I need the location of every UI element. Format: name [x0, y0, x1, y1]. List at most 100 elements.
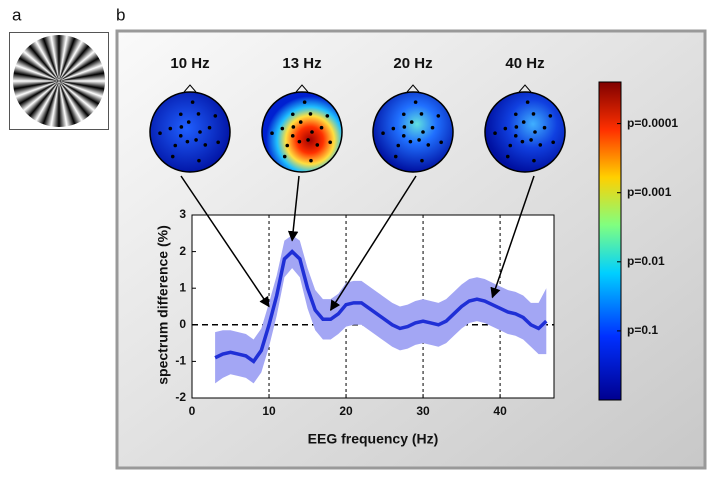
electrode — [538, 143, 543, 147]
electrode — [325, 114, 330, 118]
electrode — [270, 131, 274, 136]
topomap-label: 13 Hz — [282, 55, 321, 72]
electrode — [319, 125, 324, 130]
electrode — [533, 130, 537, 134]
arrow — [287, 175, 300, 242]
electrode — [197, 158, 201, 163]
electrode — [503, 126, 508, 131]
electrode — [420, 158, 424, 163]
electrode — [282, 154, 287, 159]
electrode — [401, 134, 406, 138]
electrode — [551, 140, 555, 145]
electrode — [306, 138, 310, 142]
electrode — [529, 138, 533, 142]
electrode — [203, 143, 208, 147]
electrode — [179, 125, 184, 129]
topomap-label: 20 Hz — [393, 55, 432, 72]
x-tick-label: 10 — [262, 404, 276, 418]
electrode — [430, 125, 435, 130]
electrode — [298, 120, 303, 124]
electrode — [170, 154, 175, 159]
topomap — [149, 91, 231, 173]
electrode — [548, 114, 553, 118]
arrow — [490, 175, 535, 299]
arrow — [180, 175, 270, 308]
y-tick-label: 0 — [179, 317, 186, 331]
x-tick-label: 20 — [339, 404, 353, 418]
y-tick-label: 3 — [179, 207, 186, 221]
electrode — [417, 138, 421, 142]
electrode — [158, 131, 162, 136]
electrode — [393, 154, 398, 159]
electrode — [291, 125, 296, 129]
topomap-nose — [295, 84, 309, 93]
electrode — [408, 139, 413, 144]
x-tick-label: 0 — [189, 404, 196, 418]
confidence-band — [215, 235, 547, 384]
line — [214, 249, 548, 364]
electrode — [168, 126, 173, 131]
electrode — [413, 100, 418, 104]
y-tick-label: -2 — [175, 390, 186, 404]
electrode — [514, 125, 519, 129]
topomap — [484, 91, 566, 173]
topomap-label: 10 Hz — [170, 55, 209, 72]
electrode — [297, 139, 302, 144]
electrode — [213, 114, 218, 118]
electrode — [513, 112, 518, 117]
x-tick-label: 40 — [493, 404, 507, 418]
electrode — [439, 140, 443, 145]
electrode — [531, 112, 536, 116]
electrode — [391, 126, 396, 131]
electrode — [436, 114, 441, 118]
electrode — [285, 143, 290, 148]
electrode — [328, 140, 332, 145]
x-tick-label: 30 — [416, 404, 430, 418]
panel-label: b — [116, 5, 125, 24]
electrode — [315, 143, 320, 147]
topomap-nose — [406, 84, 420, 93]
electrode — [513, 134, 518, 138]
electrode — [290, 134, 295, 138]
electrode — [310, 130, 314, 134]
y-tick-label: 2 — [179, 244, 186, 258]
electrode — [521, 120, 526, 124]
colorbar-tick-label: p=0.0001 — [627, 116, 678, 130]
electrode — [409, 120, 414, 124]
stimulus-frame — [9, 32, 109, 130]
electrode — [542, 125, 547, 130]
electrode — [493, 131, 497, 136]
colorbar-tick-label: p=0.01 — [627, 254, 665, 268]
electrode — [508, 143, 513, 148]
electrode — [309, 158, 313, 163]
topomap — [261, 91, 343, 173]
y-axis-title: spectrum difference (%) — [155, 225, 171, 384]
electrode — [401, 112, 406, 117]
colorbar — [598, 81, 622, 401]
topomap — [372, 91, 454, 173]
topomap-nose — [518, 84, 532, 93]
electrode — [190, 100, 195, 104]
electrode — [308, 112, 313, 116]
electrode — [525, 100, 530, 104]
electrode — [520, 139, 525, 144]
electrode — [185, 139, 190, 144]
y-tick-label: -1 — [175, 354, 186, 368]
electrode — [280, 126, 285, 131]
electrode — [290, 112, 295, 117]
y-tick-label: 1 — [179, 280, 186, 294]
electrode — [419, 112, 424, 116]
electrode — [302, 100, 307, 104]
electrode — [198, 130, 202, 134]
electrode — [421, 130, 425, 134]
x-axis-title: EEG frequency (Hz) — [308, 431, 439, 447]
electrode — [402, 125, 407, 129]
electrode — [207, 125, 212, 130]
panel-label: a — [12, 5, 22, 24]
colorbar-tick-label: p=0.1 — [627, 323, 658, 337]
electrode — [532, 158, 536, 163]
electrode — [216, 140, 220, 145]
arrow — [330, 175, 417, 312]
